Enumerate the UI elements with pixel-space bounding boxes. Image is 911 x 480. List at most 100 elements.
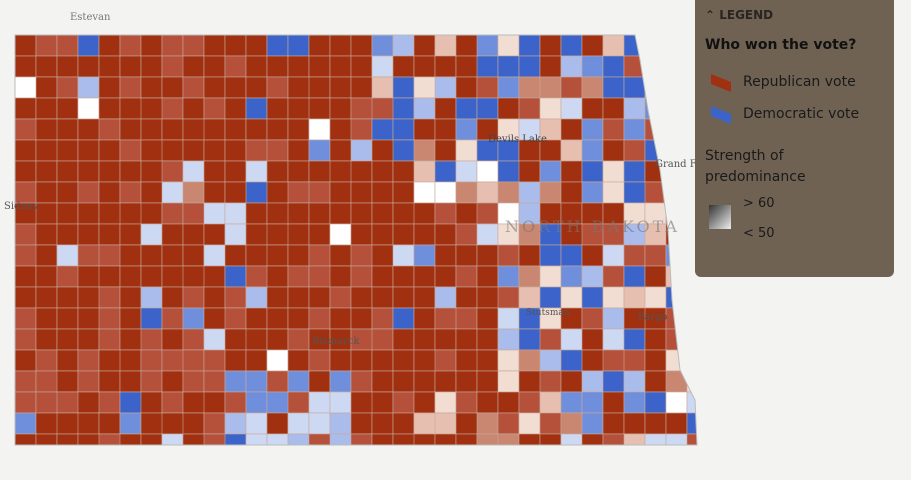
- precinct: [371, 223, 394, 246]
- precinct: [308, 349, 331, 372]
- precinct: [203, 412, 226, 435]
- precinct: [455, 307, 478, 330]
- precinct: [56, 160, 79, 183]
- precinct: [602, 244, 625, 267]
- precinct: [77, 181, 100, 204]
- precinct: [581, 55, 604, 78]
- precinct: [350, 349, 373, 372]
- precinct: [77, 35, 100, 57]
- precinct: [686, 286, 697, 309]
- precinct: [455, 76, 478, 99]
- precincts: [15, 35, 697, 445]
- precinct: [245, 391, 268, 414]
- precinct: [224, 139, 247, 162]
- precinct: [686, 391, 697, 414]
- precinct: [224, 412, 247, 435]
- precinct: [392, 118, 415, 141]
- precinct: [224, 76, 247, 99]
- precinct: [15, 286, 37, 309]
- precinct: [266, 286, 289, 309]
- precinct: [392, 55, 415, 78]
- precinct: [350, 160, 373, 183]
- precinct: [497, 370, 520, 393]
- precinct: [224, 202, 247, 225]
- precinct: [266, 118, 289, 141]
- precinct: [56, 307, 79, 330]
- precinct: [455, 160, 478, 183]
- precinct: [392, 349, 415, 372]
- precinct: [266, 265, 289, 288]
- precinct: [161, 35, 184, 57]
- precinct: [644, 265, 667, 288]
- legend-item: Democratic vote: [743, 106, 860, 122]
- precinct: [182, 97, 205, 120]
- precinct: [35, 160, 58, 183]
- precinct: [140, 244, 163, 267]
- precinct: [119, 286, 142, 309]
- precinct: [413, 265, 436, 288]
- precinct: [392, 76, 415, 99]
- precinct: [35, 181, 58, 204]
- precinct: [434, 76, 457, 99]
- precinct: [56, 223, 79, 246]
- legend-header[interactable]: ⌃ LEGEND: [705, 8, 774, 22]
- precinct: [392, 223, 415, 246]
- precinct: [686, 370, 697, 393]
- precinct: [266, 160, 289, 183]
- precinct: [581, 139, 604, 162]
- precinct: [497, 391, 520, 414]
- precinct: [224, 118, 247, 141]
- precinct: [455, 139, 478, 162]
- precinct: [287, 286, 310, 309]
- precinct: [497, 349, 520, 372]
- precinct: [560, 244, 583, 267]
- precinct: [287, 160, 310, 183]
- precinct: [518, 286, 541, 309]
- precinct: [245, 349, 268, 372]
- precinct: [560, 55, 583, 78]
- precinct: [581, 181, 604, 204]
- precinct: [35, 244, 58, 267]
- place-label: Bismarck: [312, 336, 361, 347]
- precinct: [15, 181, 37, 204]
- precinct: [539, 97, 562, 120]
- precinct: [77, 370, 100, 393]
- precinct: [182, 307, 205, 330]
- precinct: [56, 181, 79, 204]
- precinct: [182, 55, 205, 78]
- precinct: [98, 55, 121, 78]
- precinct: [623, 139, 646, 162]
- precinct: [77, 349, 100, 372]
- precinct: [602, 286, 625, 309]
- precinct: [476, 265, 499, 288]
- precinct: [455, 391, 478, 414]
- precinct: [413, 118, 436, 141]
- precinct: [77, 55, 100, 78]
- precinct: [350, 202, 373, 225]
- precinct: [497, 76, 520, 99]
- precinct: [308, 286, 331, 309]
- precinct: [350, 118, 373, 141]
- precinct: [182, 35, 205, 57]
- precinct: [161, 118, 184, 141]
- precinct: [140, 328, 163, 351]
- precinct: [203, 286, 226, 309]
- precinct: [224, 391, 247, 414]
- precinct: [413, 370, 436, 393]
- precinct: [581, 265, 604, 288]
- precinct: [455, 97, 478, 120]
- precinct: [224, 265, 247, 288]
- precinct: [434, 286, 457, 309]
- strength-item: > 60: [743, 196, 775, 211]
- precinct: [371, 286, 394, 309]
- precinct: [371, 307, 394, 330]
- precinct: [224, 370, 247, 393]
- precinct: [15, 328, 37, 351]
- precinct: [497, 307, 520, 330]
- precinct: [119, 412, 142, 435]
- precinct: [434, 97, 457, 120]
- precinct: [308, 412, 331, 435]
- precinct: [287, 328, 310, 351]
- precinct: [119, 160, 142, 183]
- precinct: [497, 97, 520, 120]
